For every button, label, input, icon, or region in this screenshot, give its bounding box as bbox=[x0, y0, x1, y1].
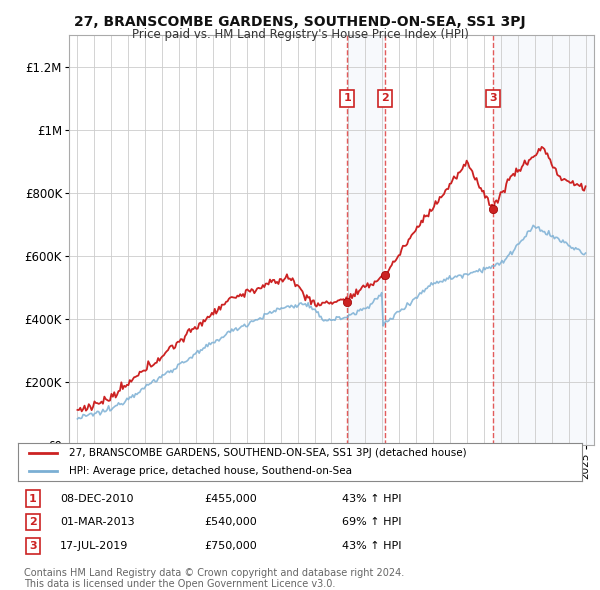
Bar bbox=[347, 35, 385, 445]
Text: 2: 2 bbox=[29, 517, 37, 527]
Text: 1: 1 bbox=[29, 494, 37, 503]
Text: 43% ↑ HPI: 43% ↑ HPI bbox=[342, 541, 401, 550]
Text: £540,000: £540,000 bbox=[204, 517, 257, 527]
Text: 69% ↑ HPI: 69% ↑ HPI bbox=[342, 517, 401, 527]
Bar bbox=[493, 35, 594, 445]
Text: Price paid vs. HM Land Registry's House Price Index (HPI): Price paid vs. HM Land Registry's House … bbox=[131, 28, 469, 41]
Text: 1: 1 bbox=[343, 93, 351, 103]
Text: 08-DEC-2010: 08-DEC-2010 bbox=[60, 494, 133, 503]
Text: Contains HM Land Registry data © Crown copyright and database right 2024.: Contains HM Land Registry data © Crown c… bbox=[24, 569, 404, 578]
Text: £455,000: £455,000 bbox=[204, 494, 257, 503]
Text: HPI: Average price, detached house, Southend-on-Sea: HPI: Average price, detached house, Sout… bbox=[69, 466, 352, 476]
Text: £750,000: £750,000 bbox=[204, 541, 257, 550]
Text: 43% ↑ HPI: 43% ↑ HPI bbox=[342, 494, 401, 503]
Text: 17-JUL-2019: 17-JUL-2019 bbox=[60, 541, 128, 550]
Text: 01-MAR-2013: 01-MAR-2013 bbox=[60, 517, 134, 527]
Text: 3: 3 bbox=[29, 541, 37, 550]
Text: 27, BRANSCOMBE GARDENS, SOUTHEND-ON-SEA, SS1 3PJ: 27, BRANSCOMBE GARDENS, SOUTHEND-ON-SEA,… bbox=[74, 15, 526, 29]
Text: This data is licensed under the Open Government Licence v3.0.: This data is licensed under the Open Gov… bbox=[24, 579, 335, 589]
Text: 3: 3 bbox=[489, 93, 497, 103]
Text: 2: 2 bbox=[382, 93, 389, 103]
Text: 27, BRANSCOMBE GARDENS, SOUTHEND-ON-SEA, SS1 3PJ (detached house): 27, BRANSCOMBE GARDENS, SOUTHEND-ON-SEA,… bbox=[69, 448, 466, 458]
